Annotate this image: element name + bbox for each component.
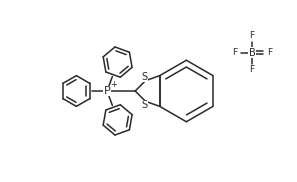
Text: P: P	[104, 86, 110, 96]
Text: S: S	[141, 100, 147, 110]
Text: F: F	[267, 48, 272, 57]
Text: S: S	[141, 72, 147, 82]
Text: F: F	[249, 31, 255, 40]
Text: +: +	[110, 80, 117, 89]
Text: F: F	[232, 48, 237, 57]
Text: F: F	[249, 65, 255, 74]
Text: B: B	[249, 48, 255, 58]
